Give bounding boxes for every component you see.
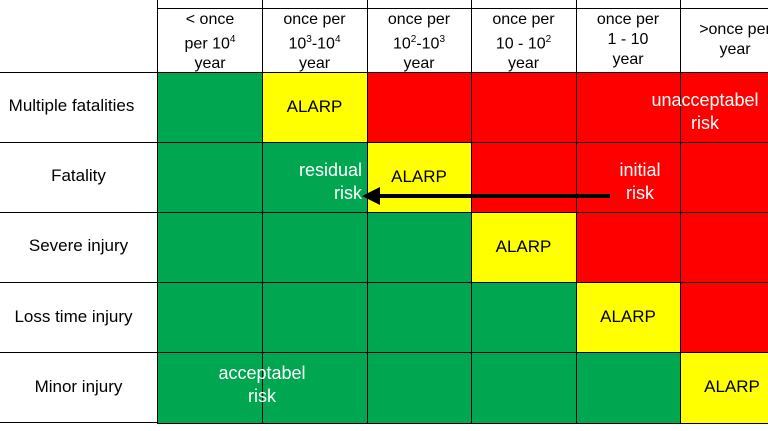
risk-matrix: < once per 104 year once per 103-104 yea…	[0, 0, 768, 431]
residual-risk-note: residual risk	[282, 159, 362, 205]
risk-cell-red	[680, 142, 768, 213]
risk-cell-green	[471, 352, 577, 424]
column-header-6: >once per year	[680, 20, 768, 60]
header-divider-5	[576, 0, 577, 73]
risk-cell-green	[471, 282, 577, 353]
header-divider-6	[680, 0, 681, 73]
initial-risk-note: initial risk	[600, 159, 680, 205]
unacceptable-risk-note: unacceptabel risk	[630, 89, 768, 135]
header-divider-4	[471, 0, 472, 73]
column-header-2: once per 103-104 year	[262, 10, 367, 74]
risk-cell-red	[576, 212, 681, 283]
risk-cell-green	[367, 352, 472, 424]
row-label-minor-injury: Minor injury	[0, 377, 157, 397]
header-top-line	[157, 8, 768, 9]
column-header-3: once per 102-103 year	[367, 10, 471, 74]
risk-cell-green	[157, 142, 263, 213]
row-label-line-2	[0, 212, 158, 213]
row-label-fatality: Fatality	[0, 166, 157, 186]
row-label-line-1	[0, 142, 158, 143]
header-divider-2	[262, 0, 263, 73]
risk-cell-green	[157, 282, 263, 353]
risk-cell-green	[367, 282, 472, 353]
column-header-5: once per 1 - 10 year	[576, 10, 680, 70]
alarp-label: ALARP	[576, 307, 680, 327]
row-label-line-5	[0, 422, 158, 423]
risk-cell-red	[367, 72, 472, 143]
row-label-line-0	[0, 72, 158, 73]
header-divider-3	[367, 0, 368, 73]
risk-cell-green	[157, 212, 263, 283]
risk-cell-green	[576, 352, 681, 424]
row-label-line-4	[0, 352, 158, 353]
row-label-loss-time-injury: Loss time injury	[0, 307, 157, 327]
column-header-4: once per 10 - 102 year	[471, 10, 576, 74]
risk-cell-red	[680, 212, 768, 283]
risk-cell-green	[262, 212, 368, 283]
header-divider-1	[157, 0, 158, 73]
acceptable-risk-note: acceptabel risk	[192, 362, 332, 408]
risk-cell-red	[471, 142, 577, 213]
row-label-severe-injury: Severe injury	[0, 236, 157, 256]
alarp-label: ALARP	[680, 377, 768, 397]
alarp-label: ALARP	[471, 237, 576, 257]
risk-cell-green	[367, 212, 472, 283]
risk-cell-green	[262, 282, 368, 353]
alarp-label: ALARP	[262, 97, 367, 117]
risk-cell-red	[471, 72, 577, 143]
row-label-line-3	[0, 282, 158, 283]
risk-cell-red	[680, 282, 768, 353]
row-label-multiple-fatalities: Multiple fatalities	[0, 96, 157, 116]
column-header-1: < once per 104 year	[158, 10, 262, 74]
risk-cell-green	[157, 72, 263, 143]
alarp-label: ALARP	[367, 167, 471, 187]
